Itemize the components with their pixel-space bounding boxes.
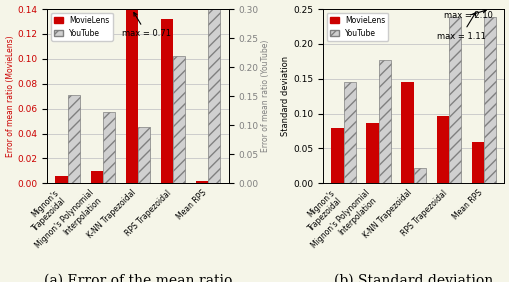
Bar <box>436 116 448 183</box>
Text: max = 0.71: max = 0.71 <box>122 12 171 38</box>
Bar <box>208 0 220 183</box>
Text: max = 1.11: max = 1.11 <box>436 12 485 41</box>
Bar <box>173 56 185 183</box>
Bar <box>365 123 378 183</box>
Bar <box>483 17 495 183</box>
Bar <box>195 181 208 183</box>
Text: (a) Error of the mean ratio: (a) Error of the mean ratio <box>44 274 232 282</box>
Y-axis label: Error of mean ratio (YouTube): Error of mean ratio (YouTube) <box>261 40 270 152</box>
Text: max = 2.10: max = 2.10 <box>443 10 492 20</box>
Bar <box>448 17 460 183</box>
Legend: MovieLens, YouTube: MovieLens, YouTube <box>326 13 388 41</box>
Bar <box>330 127 343 183</box>
Bar <box>68 95 80 183</box>
Y-axis label: Error of mean ratio (MovieLens): Error of mean ratio (MovieLens) <box>6 35 15 157</box>
Y-axis label: Standard deviation: Standard deviation <box>281 56 290 136</box>
Bar <box>137 127 150 183</box>
Bar <box>125 9 137 183</box>
Bar <box>55 176 68 183</box>
Bar <box>471 142 483 183</box>
Legend: MovieLens, YouTube: MovieLens, YouTube <box>51 13 112 41</box>
Bar <box>401 82 413 183</box>
Bar <box>103 112 115 183</box>
Bar <box>378 60 390 183</box>
Bar <box>343 82 355 183</box>
Bar <box>160 19 173 183</box>
Bar <box>413 168 425 183</box>
Bar <box>91 171 103 183</box>
Text: (b) Standard deviation: (b) Standard deviation <box>333 274 492 282</box>
